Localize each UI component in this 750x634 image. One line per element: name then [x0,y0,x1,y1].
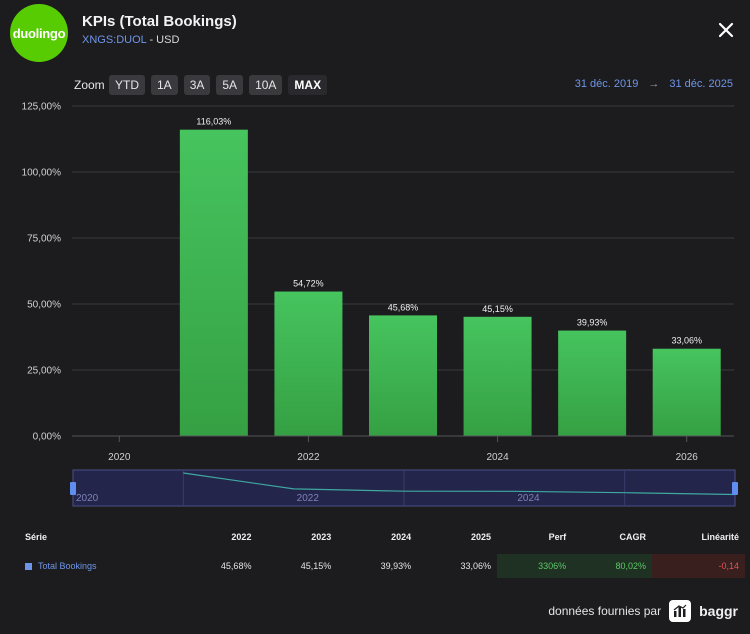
value-linearite: -0,14 [651,554,745,578]
value-2022: 45,68% [220,561,252,571]
series-toggle[interactable]: Total Bookings [25,561,172,571]
date-to[interactable]: 31 déc. 2025 [669,78,733,90]
page-title: KPIs (Total Bookings) [82,13,237,30]
data-label: 45,15% [482,304,513,314]
logo-text: duolingo [12,25,66,41]
value-2025: 33,06% [460,561,491,571]
baggr-brand[interactable]: baggr [699,603,738,619]
subtitle: XNGS:DUOL - USD [82,34,179,46]
bar [369,315,437,436]
currency-label: - USD [149,34,180,46]
zoom-label: Zoom [74,78,105,92]
data-label: 39,93% [577,318,608,328]
footer-text: données fournies par [548,604,662,618]
header-2023: 2023 [311,532,332,542]
header-serie: Série [25,532,48,542]
ticker-link[interactable]: XNGS:DUOL [82,34,147,46]
stats-table: Série 2022 2023 2024 2025 Perf CAGR Liné… [17,528,745,578]
bar [463,316,532,436]
header-2024: 2024 [391,532,412,542]
navigator-label: 2022 [297,493,320,504]
series-swatch-icon [25,562,32,570]
value-cagr: 80,02% [572,554,652,578]
value-perf: 3306% [496,554,573,578]
arrow-right-icon: → [648,78,660,90]
date-from[interactable]: 31 déc. 2019 [574,78,639,90]
y-tick-label: 0,00% [33,432,61,443]
data-label: 54,72% [293,279,324,289]
x-tick-label: 2022 [297,452,320,463]
header-2022: 2022 [231,532,252,542]
header-linearite: Linéarité [701,532,739,542]
close-icon[interactable] [716,20,736,40]
y-tick-label: 50,00% [27,300,61,311]
y-tick-label: 100,00% [22,168,62,179]
bar [652,348,721,436]
zoom-1a-button[interactable]: 1A [151,75,178,95]
header-2025: 2025 [470,532,491,542]
footer: données fournies par baggr [548,600,738,622]
header-perf: Perf [548,532,567,542]
zoom-5a-button[interactable]: 5A [216,75,244,95]
baggr-logo-icon[interactable] [669,600,692,622]
x-tick-label: 2020 [108,452,131,463]
date-range: 31 déc. 2019 → 31 déc. 2025 [575,78,733,90]
navigator-series-line [183,472,736,496]
data-label: 45,68% [388,302,419,312]
x-tick-label: 2024 [486,452,509,463]
zoom-10a-button[interactable]: 10A [249,75,283,95]
data-label: 33,06% [671,336,702,346]
bar [274,291,343,436]
navigator-label: 2024 [517,493,540,504]
bar [179,129,248,437]
series-name: Total Bookings [38,561,97,571]
navigator-right-handle[interactable] [732,482,738,495]
zoom-ytd-button[interactable]: YTD [109,75,145,95]
table-row: Total Bookings 45,68% 45,15% 39,93% 33,0… [17,554,745,578]
range-navigator[interactable]: 2020 2022 2024 [0,468,750,510]
company-logo: duolingo [10,4,68,62]
zoom-buttons: YTD 1A 3A 5A 10A MAX [109,75,328,95]
zoom-3a-button[interactable]: 3A [183,75,211,95]
data-label: 116,03% [196,117,231,127]
value-2023: 45,15% [300,561,332,571]
bar-chart: 0,00% 25,00% 50,00% 75,00% 100,00% 125,00% 116… [22,102,734,463]
y-tick-label: 25,00% [27,366,61,377]
zoom-max-button[interactable]: MAX [288,75,328,95]
value-2024: 39,93% [380,561,412,571]
x-tick-label: 2026 [676,452,699,463]
y-tick-label: 125,00% [22,102,62,113]
y-tick-label: 75,00% [27,234,61,245]
navigator-left-handle[interactable] [70,482,76,495]
navigator-label: 2020 [76,493,99,504]
bar [558,330,627,436]
header-cagr: CAGR [619,532,646,542]
